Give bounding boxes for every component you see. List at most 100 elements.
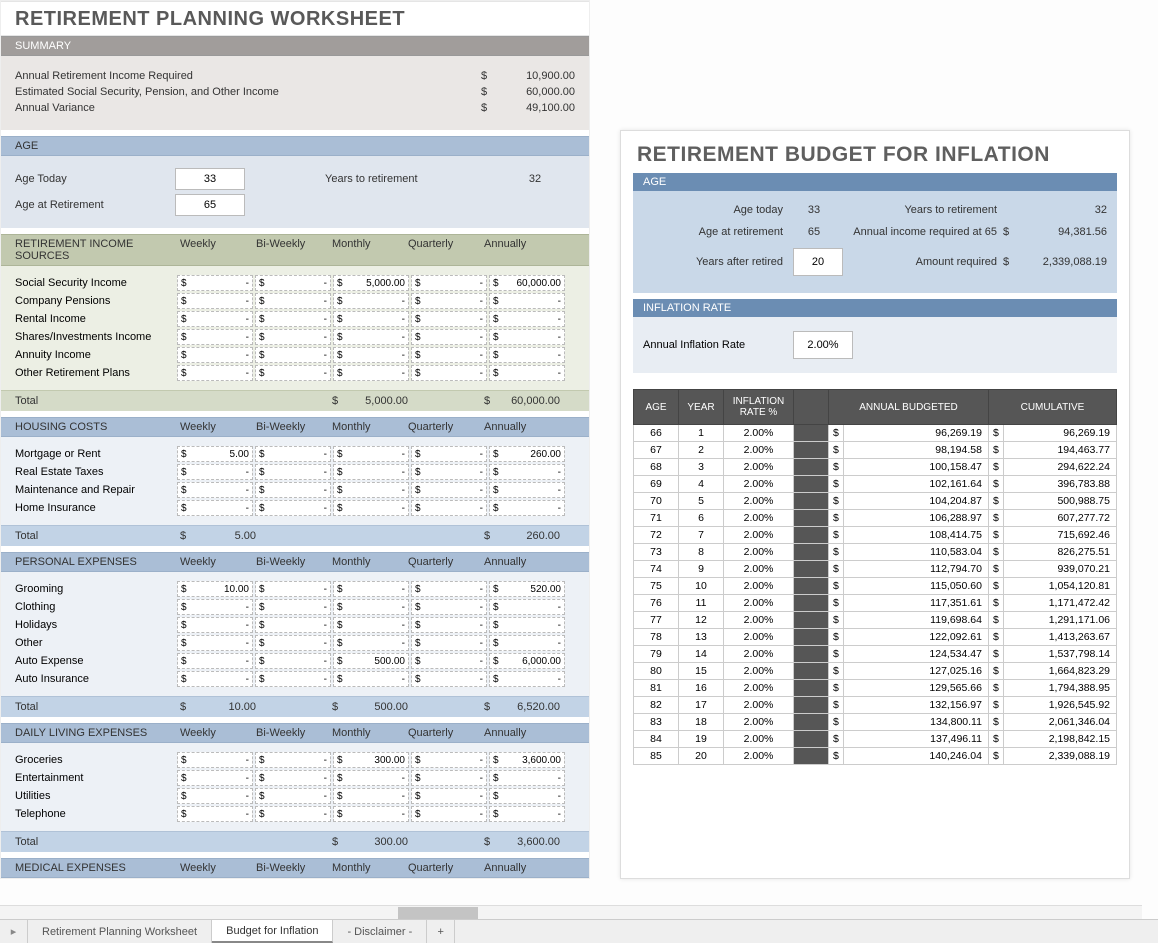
- cell[interactable]: $-: [255, 275, 331, 291]
- cell[interactable]: $-: [255, 347, 331, 363]
- cell[interactable]: $-: [333, 347, 409, 363]
- cell[interactable]: $-: [333, 617, 409, 633]
- cell[interactable]: $-: [411, 653, 487, 669]
- inflation-rate-input[interactable]: [793, 331, 853, 359]
- cell[interactable]: $-: [255, 599, 331, 615]
- cell[interactable]: $520.00: [489, 581, 565, 597]
- cell[interactable]: $500.00: [333, 653, 409, 669]
- cell[interactable]: $-: [255, 617, 331, 633]
- cell[interactable]: $-: [489, 500, 565, 516]
- cell[interactable]: $-: [411, 482, 487, 498]
- cell[interactable]: $-: [177, 770, 253, 786]
- cell[interactable]: $-: [489, 806, 565, 822]
- cell[interactable]: $-: [255, 464, 331, 480]
- cell[interactable]: $-: [333, 365, 409, 381]
- cell[interactable]: $-: [333, 293, 409, 309]
- cell[interactable]: $-: [489, 599, 565, 615]
- cell[interactable]: $-: [411, 635, 487, 651]
- cell[interactable]: $300.00: [333, 752, 409, 768]
- cell[interactable]: $-: [489, 617, 565, 633]
- cell[interactable]: $-: [411, 806, 487, 822]
- cell[interactable]: $-: [411, 770, 487, 786]
- cell[interactable]: $-: [411, 581, 487, 597]
- cell[interactable]: $-: [489, 482, 565, 498]
- cell[interactable]: $-: [255, 653, 331, 669]
- cell[interactable]: $-: [333, 464, 409, 480]
- cell[interactable]: $-: [333, 581, 409, 597]
- cell[interactable]: $-: [411, 311, 487, 327]
- cell[interactable]: $-: [255, 329, 331, 345]
- cell[interactable]: $-: [333, 635, 409, 651]
- cell[interactable]: $-: [255, 293, 331, 309]
- cell[interactable]: $-: [177, 788, 253, 804]
- cell[interactable]: $-: [177, 347, 253, 363]
- cell[interactable]: $-: [177, 293, 253, 309]
- cell[interactable]: $-: [255, 806, 331, 822]
- cell[interactable]: $-: [411, 752, 487, 768]
- cell[interactable]: $-: [255, 311, 331, 327]
- cell[interactable]: $-: [177, 482, 253, 498]
- cell[interactable]: $-: [489, 311, 565, 327]
- cell[interactable]: $-: [177, 329, 253, 345]
- cell[interactable]: $-: [489, 770, 565, 786]
- cell[interactable]: $-: [411, 464, 487, 480]
- cell[interactable]: $10.00: [177, 581, 253, 597]
- cell[interactable]: $-: [411, 365, 487, 381]
- scrollbar-thumb[interactable]: [398, 907, 478, 919]
- cell[interactable]: $-: [333, 770, 409, 786]
- cell[interactable]: $-: [255, 671, 331, 687]
- cell[interactable]: $-: [489, 671, 565, 687]
- cell[interactable]: $-: [333, 446, 409, 462]
- cell[interactable]: $-: [489, 635, 565, 651]
- cell[interactable]: $-: [177, 500, 253, 516]
- cell[interactable]: $-: [489, 365, 565, 381]
- cell[interactable]: $-: [177, 635, 253, 651]
- cell[interactable]: $-: [489, 464, 565, 480]
- age-today-input[interactable]: [175, 168, 245, 190]
- cell[interactable]: $-: [177, 653, 253, 669]
- cell[interactable]: $-: [255, 446, 331, 462]
- cell[interactable]: $-: [333, 599, 409, 615]
- cell[interactable]: $-: [411, 500, 487, 516]
- cell[interactable]: $-: [411, 293, 487, 309]
- cell[interactable]: $-: [177, 617, 253, 633]
- cell[interactable]: $60,000.00: [489, 275, 565, 291]
- cell[interactable]: $-: [255, 581, 331, 597]
- cell[interactable]: $-: [489, 293, 565, 309]
- cell[interactable]: $3,600.00: [489, 752, 565, 768]
- cell[interactable]: $-: [177, 464, 253, 480]
- cell[interactable]: $-: [489, 347, 565, 363]
- cell[interactable]: $-: [333, 311, 409, 327]
- cell[interactable]: $-: [411, 329, 487, 345]
- cell[interactable]: $-: [411, 446, 487, 462]
- cell[interactable]: $-: [255, 365, 331, 381]
- horizontal-scrollbar[interactable]: [0, 905, 1142, 919]
- cell[interactable]: $-: [255, 500, 331, 516]
- cell[interactable]: $-: [177, 311, 253, 327]
- cell[interactable]: $-: [177, 806, 253, 822]
- tab-nav-icon[interactable]: ▸: [0, 920, 28, 943]
- cell[interactable]: $-: [177, 599, 253, 615]
- cell[interactable]: $-: [255, 482, 331, 498]
- sheet-tab[interactable]: Budget for Inflation: [212, 920, 333, 943]
- cell[interactable]: $-: [333, 788, 409, 804]
- cell[interactable]: $-: [333, 500, 409, 516]
- cell[interactable]: $-: [411, 671, 487, 687]
- sheet-tab[interactable]: Retirement Planning Worksheet: [28, 920, 212, 943]
- cell[interactable]: $-: [177, 671, 253, 687]
- cell[interactable]: $-: [177, 752, 253, 768]
- cell[interactable]: $-: [255, 635, 331, 651]
- cell[interactable]: $-: [333, 671, 409, 687]
- cell[interactable]: $-: [333, 329, 409, 345]
- sheet-tab[interactable]: - Disclaimer -: [333, 920, 427, 943]
- cell[interactable]: $-: [333, 482, 409, 498]
- cell[interactable]: $-: [411, 788, 487, 804]
- cell[interactable]: $260.00: [489, 446, 565, 462]
- cell[interactable]: $-: [411, 347, 487, 363]
- cell[interactable]: $-: [489, 329, 565, 345]
- cell[interactable]: $-: [489, 788, 565, 804]
- cell[interactable]: $-: [411, 617, 487, 633]
- add-sheet-button[interactable]: +: [427, 920, 455, 943]
- cell[interactable]: $5.00: [177, 446, 253, 462]
- cell[interactable]: $-: [411, 599, 487, 615]
